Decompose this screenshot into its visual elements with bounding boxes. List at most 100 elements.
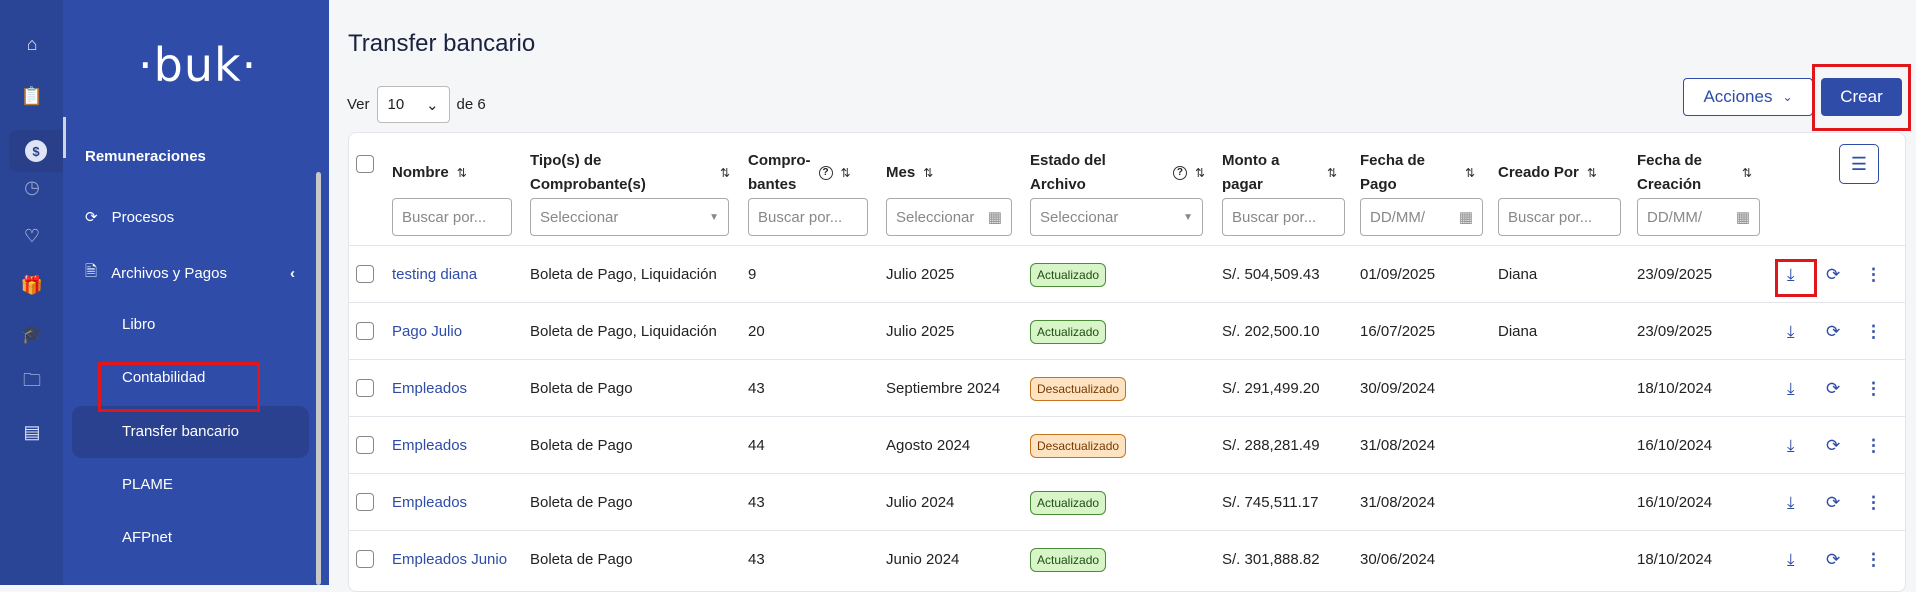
monto-cell: S/. 202,500.10: [1222, 323, 1320, 340]
download-icon[interactable]: ⤓: [1787, 321, 1795, 341]
sync-icon[interactable]: ⟳: [1826, 435, 1841, 455]
header-fecha-creacion[interactable]: Fecha de Creación ⇅: [1637, 152, 1752, 193]
filter-fecha-creacion[interactable]: DD/MM/▦: [1637, 198, 1760, 236]
mes-cell: Agosto 2024: [886, 437, 971, 454]
download-icon[interactable]: ⤓: [1787, 492, 1795, 512]
sort-icon: ⇅: [1326, 166, 1337, 180]
fecha-pago-cell: 30/06/2024: [1360, 551, 1436, 568]
acciones-button[interactable]: Acciones ⌄: [1683, 78, 1813, 116]
comprobantes-cell: 44: [748, 437, 765, 454]
row-checkbox[interactable]: [356, 550, 374, 568]
table-row: Pago Julio Boleta de Pago, Liquidación 2…: [349, 302, 1905, 359]
page-size-select[interactable]: 10 ⌄: [376, 86, 450, 123]
more-vertical-icon[interactable]: ⋮: [1865, 321, 1882, 341]
download-icon[interactable]: ⤓: [1787, 549, 1795, 569]
more-vertical-icon[interactable]: ⋮: [1865, 549, 1882, 569]
graduation-cap-icon[interactable]: 🎓: [20, 323, 44, 344]
more-vertical-icon[interactable]: ⋮: [1865, 264, 1882, 284]
main-content: Transfer bancario Ver 10 ⌄ de 6 Acciones ⌄…: [329, 0, 1916, 592]
hand-heart-icon[interactable]: ♡: [23, 225, 41, 246]
nombre-link[interactable]: Empleados: [392, 380, 468, 397]
status-badge: Actualizado: [1030, 490, 1107, 515]
download-icon[interactable]: ⤓: [1787, 264, 1795, 284]
status-badge: Desactualizado: [1030, 433, 1127, 458]
monto-cell: S/. 288,281.49: [1222, 437, 1320, 454]
header-comprobantes[interactable]: Compro-bantes? ⇅: [748, 152, 851, 193]
sort-icon: ⇅: [1586, 166, 1597, 180]
mes-cell: Julio 2024: [886, 494, 955, 511]
nombre-link[interactable]: Empleados: [392, 437, 468, 454]
download-icon[interactable]: ⤓: [1787, 378, 1795, 398]
sync-icon[interactable]: ⟳: [1826, 549, 1841, 569]
sync-icon[interactable]: ⟳: [1826, 492, 1841, 512]
header-tipo[interactable]: Tipo(s) de Comprobante(s) ⇅: [530, 152, 730, 193]
filter-monto[interactable]: Buscar por...: [1222, 198, 1345, 236]
header-nombre[interactable]: Nombre ⇅: [392, 161, 467, 185]
tipo-cell: Boleta de Pago: [530, 551, 633, 568]
clipboard-clock-icon[interactable]: 📋: [20, 85, 44, 106]
refresh-icon: ⟳: [85, 209, 98, 226]
sidebar: ·buk· Remuneraciones ⟳ Procesos 🗎 Archivos…: [63, 0, 329, 585]
sidebar-scrollbar[interactable]: [316, 172, 321, 585]
fecha-pago-cell: 30/09/2024: [1360, 380, 1436, 397]
sidebar-item-afpnet[interactable]: AFPnet: [122, 529, 173, 546]
sidebar-item-transfer-bancario[interactable]: Transfer bancario: [122, 423, 239, 440]
more-vertical-icon[interactable]: ⋮: [1865, 435, 1882, 455]
sort-icon: ⇅: [719, 166, 730, 180]
dollar-icon[interactable]: $: [9, 130, 63, 172]
table-row: Empleados Boleta de Pago 43 Julio 2024 A…: [349, 473, 1905, 530]
store-icon[interactable]: ▤: [23, 421, 41, 442]
sidebar-item-archivos[interactable]: 🗎 Archivos y Pagos ‹: [85, 261, 295, 286]
more-vertical-icon[interactable]: ⋮: [1865, 492, 1882, 512]
header-fecha-pago[interactable]: Fecha de Pago ⇅: [1360, 152, 1475, 193]
tipo-cell: Boleta de Pago: [530, 494, 633, 511]
header-creado-por[interactable]: Creado Por ⇅: [1498, 161, 1597, 185]
row-checkbox[interactable]: [356, 493, 374, 511]
sidebar-item-plame[interactable]: PLAME: [122, 476, 173, 493]
sidebar-item-libro[interactable]: Libro: [122, 316, 156, 333]
select-all-checkbox[interactable]: [356, 155, 374, 173]
monto-cell: S/. 301,888.82: [1222, 551, 1320, 568]
filter-comprobantes[interactable]: Buscar por...: [748, 198, 868, 236]
filter-estado[interactable]: Seleccionar ▼: [1030, 198, 1203, 236]
folder-icon[interactable]: 🗀: [23, 370, 41, 390]
gift-icon[interactable]: 🎁: [20, 274, 44, 295]
calendar-icon: ▦: [1458, 209, 1473, 226]
more-vertical-icon[interactable]: ⋮: [1865, 378, 1882, 398]
help-icon: ?: [818, 166, 833, 180]
crear-button[interactable]: Crear: [1821, 78, 1902, 116]
filter-fecha-pago[interactable]: DD/MM/▦: [1360, 198, 1483, 236]
nombre-link[interactable]: Pago Julio: [392, 323, 463, 340]
chevron-down-icon: ⌄: [1782, 90, 1793, 104]
column-settings-button[interactable]: ☰: [1839, 144, 1879, 184]
sync-icon[interactable]: ⟳: [1826, 321, 1841, 341]
download-icon[interactable]: ⤓: [1787, 435, 1795, 455]
mes-cell: Julio 2025: [886, 266, 955, 283]
fecha-creacion-cell: 16/10/2024: [1637, 494, 1713, 511]
table-row: testing diana Boleta de Pago, Liquidació…: [349, 245, 1905, 302]
fecha-pago-cell: 31/08/2024: [1360, 494, 1436, 511]
filter-nombre[interactable]: Buscar por...: [392, 198, 512, 236]
row-checkbox[interactable]: [356, 379, 374, 397]
nombre-link[interactable]: testing diana: [392, 266, 478, 283]
filter-tipo[interactable]: Seleccionar ▼: [530, 198, 729, 236]
header-estado[interactable]: Estado del Archivo? ⇅: [1030, 152, 1205, 193]
row-checkbox[interactable]: [356, 265, 374, 283]
clock-icon[interactable]: ◷: [24, 176, 40, 197]
filter-mes[interactable]: Seleccionar ▦: [886, 198, 1012, 236]
filter-creado-por[interactable]: Buscar por...: [1498, 198, 1621, 236]
sidebar-item-procesos[interactable]: ⟳ Procesos: [85, 208, 175, 227]
header-monto[interactable]: Monto a pagar ⇅: [1222, 152, 1337, 193]
sidebar-item-contabilidad[interactable]: Contabilidad: [122, 369, 206, 386]
nombre-link[interactable]: Empleados: [392, 494, 468, 511]
row-checkbox[interactable]: [356, 322, 374, 340]
page-title: Transfer bancario: [348, 30, 536, 57]
home-icon[interactable]: ⌂: [26, 33, 38, 54]
sync-icon[interactable]: ⟳: [1826, 264, 1841, 284]
sort-icon: ⇅: [923, 166, 934, 180]
highlight-box: [1775, 259, 1817, 297]
row-checkbox[interactable]: [356, 436, 374, 454]
nombre-link[interactable]: Empleados Junio: [392, 551, 508, 568]
header-mes[interactable]: Mes ⇅: [886, 161, 933, 185]
sync-icon[interactable]: ⟳: [1826, 378, 1841, 398]
